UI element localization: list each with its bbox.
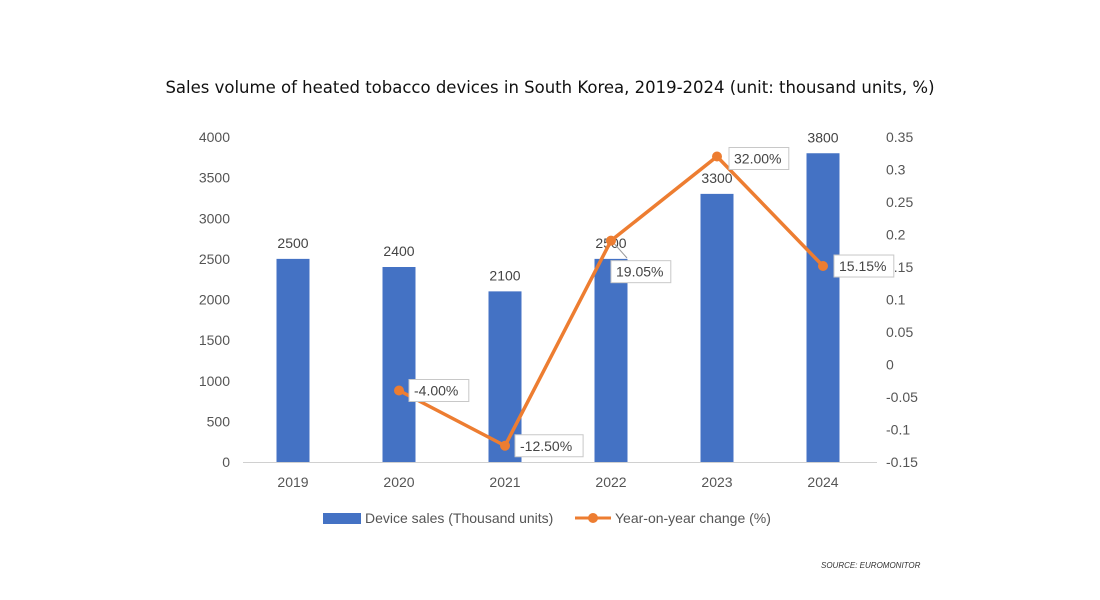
bar-data-label: 3300 (701, 170, 732, 186)
bar (488, 291, 522, 462)
y-right-tick-label: 0.1 (886, 292, 906, 308)
line-data-label: 19.05% (616, 264, 663, 280)
line-data-label: 15.15% (839, 258, 886, 274)
y-right-tick-label: 0.25 (886, 194, 913, 210)
legend-bar-label: Device sales (Thousand units) (365, 510, 553, 526)
y-right-tick-label: 0.2 (886, 227, 906, 243)
x-tick-label: 2022 (595, 474, 626, 490)
y-left-tick-label: 3500 (199, 170, 230, 186)
bar (700, 193, 734, 462)
x-tick-label: 2021 (489, 474, 520, 490)
line-data-label-box (833, 254, 895, 278)
y-right-tick-label: -0.05 (886, 389, 918, 405)
source-note: SOURCE: EUROMONITOR (821, 561, 921, 570)
bar-data-label: 2100 (489, 267, 520, 283)
y-left-tick-label: 2000 (199, 292, 230, 308)
line-data-label: -12.50% (520, 438, 572, 454)
line-data-label-box (728, 147, 790, 170)
line-point (500, 440, 510, 451)
chart-title: Sales volume of heated tobacco devices i… (165, 78, 935, 97)
legend-line-label: Year-on-year change (%) (615, 510, 771, 526)
legend-line-marker (588, 513, 598, 523)
line-data-label-box (610, 260, 672, 284)
y-left-tick-label: 0 (222, 454, 230, 470)
y-left-tick-label: 500 (207, 413, 231, 429)
x-tick-label: 2023 (701, 474, 732, 490)
line-point (818, 261, 828, 272)
line-point (712, 151, 722, 162)
x-tick-label: 2024 (807, 474, 838, 490)
y-left-tick-label: 1000 (199, 373, 230, 389)
y-right-tick-label: 0.3 (886, 162, 906, 178)
x-tick-label: 2019 (277, 474, 308, 490)
legend-bar-swatch (323, 513, 361, 524)
line-data-label: -4.00% (414, 383, 458, 399)
line-data-label-box (408, 379, 470, 402)
line-point (394, 385, 404, 396)
y-right-tick-label: 0.35 (886, 129, 913, 145)
y-left-tick-label: 3000 (199, 210, 230, 226)
line-point (606, 235, 616, 246)
y-right-tick-label: 0.05 (886, 324, 913, 340)
y-right-tick-label: -0.1 (886, 422, 910, 438)
line-data-label-box (514, 434, 584, 458)
y-left-tick-label: 1500 (199, 332, 230, 348)
y-right-tick-label: 0 (886, 357, 894, 373)
bar-data-label: 3800 (807, 129, 838, 145)
y-left-tick-label: 4000 (199, 129, 230, 145)
x-tick-label: 2020 (383, 474, 414, 490)
bar (594, 258, 628, 462)
y-right-tick-label: -0.15 (886, 454, 918, 470)
bar (382, 267, 416, 462)
bar (806, 153, 840, 462)
bar-data-label: 2500 (277, 235, 308, 251)
y-left-tick-label: 2500 (199, 251, 230, 267)
line-data-label: 32.00% (734, 151, 781, 167)
bar (276, 258, 310, 462)
bar-data-label: 2400 (383, 243, 414, 259)
